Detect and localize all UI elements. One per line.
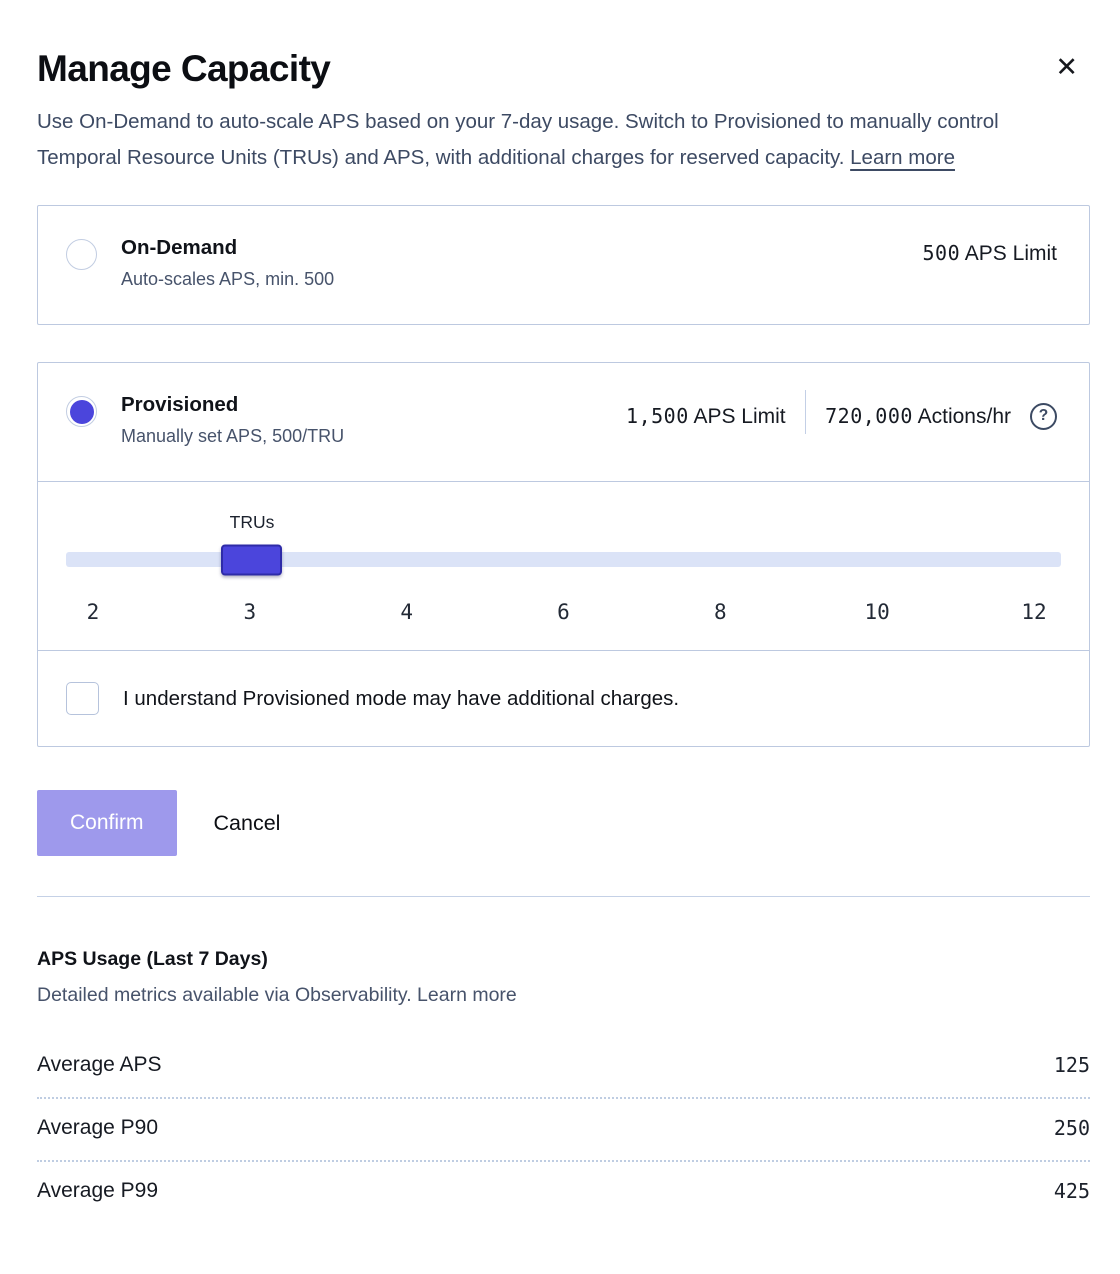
provisioned-radio[interactable] [66,396,97,427]
usage-learn-more-link[interactable]: Learn more [417,984,517,1006]
dialog-actions: Confirm Cancel [37,790,1090,856]
on-demand-aps-unit: APS Limit [964,242,1057,265]
acknowledge-checkbox[interactable] [66,682,99,715]
usage-row-value: 125 [1053,1053,1090,1077]
usage-row-value: 250 [1053,1116,1090,1140]
provisioned-aps-value: 1,500 [626,403,689,428]
dialog-description: Use On-Demand to auto-scale APS based on… [37,104,1085,176]
dialog-header: Manage Capacity ✕ [37,48,1090,90]
provisioned-option-row: Provisioned Manually set APS, 500/TRU 1,… [38,363,1089,481]
provisioned-sublabel: Manually set APS, 500/TRU [121,426,345,446]
tick-label: 3 [243,600,257,624]
provisioned-aps-unit: APS Limit [693,404,786,428]
table-row: Average P90 250 [37,1097,1090,1160]
tick-label: 6 [557,600,570,624]
acknowledge-label: I understand Provisioned mode may have a… [123,686,680,710]
help-icon[interactable]: ? [1030,402,1057,430]
slider-thumb[interactable] [221,544,282,575]
close-icon[interactable]: ✕ [1043,48,1090,85]
provisioned-actions-rate: 720,000 Actions/hr [825,404,1011,429]
on-demand-option-row: On-Demand Auto-scales APS, min. 500 500 … [38,206,1089,324]
section-divider [37,896,1090,897]
usage-heading: APS Usage (Last 7 Days) [37,948,268,970]
provisioned-card: Provisioned Manually set APS, 500/TRU 1,… [37,362,1090,747]
tick-label: 2 [86,600,100,624]
usage-row-value: 425 [1053,1179,1090,1203]
vertical-divider [804,390,807,434]
usage-row-label: Average P90 [37,1116,159,1139]
on-demand-radio[interactable] [66,239,97,270]
learn-more-link[interactable]: Learn more [850,146,955,169]
tick-label: 4 [400,600,413,624]
provisioned-aps-limit: 1,500 APS Limit [626,404,786,429]
provisioned-actions-unit: Actions/hr [917,404,1011,428]
confirm-button[interactable]: Confirm [37,790,177,856]
tick-label: 10 [864,600,890,624]
slider-track[interactable] [66,544,1061,575]
manage-capacity-dialog: Manage Capacity ✕ Use On-Demand to auto-… [37,48,1090,1223]
slider-tick-labels: 2 3 4 6 8 10 12 [66,600,1061,624]
provisioned-text: Provisioned Manually set APS, 500/TRU [121,393,344,447]
provisioned-metrics: 1,500 APS Limit 720,000 Actions/hr ? [626,390,1057,434]
on-demand-card[interactable]: On-Demand Auto-scales APS, min. 500 500 … [37,205,1090,325]
on-demand-sublabel: Auto-scales APS, min. 500 [121,269,335,289]
table-row: Average APS 125 [37,1036,1090,1097]
usage-row-label: Average P99 [37,1179,159,1202]
provisioned-label: Provisioned [121,393,239,416]
provisioned-actions-value: 720,000 [825,403,913,428]
description-text: Use On-Demand to auto-scale APS based on… [37,110,999,169]
tick-label: 8 [713,600,727,624]
page-title: Manage Capacity [37,48,331,89]
radio-dot [69,399,94,424]
usage-subheading: Detailed metrics available via Observabi… [37,984,1090,1007]
usage-table: Average APS 125 Average P90 250 Average … [37,1036,1090,1223]
tru-slider: TRUs [66,512,1061,576]
on-demand-aps-limit: 500 APS Limit [922,236,1057,266]
cancel-button[interactable]: Cancel [213,810,281,835]
table-row: Average P99 425 [37,1160,1090,1223]
usage-subheading-text: Detailed metrics available via Observabi… [37,984,418,1006]
usage-row-label: Average APS [37,1053,162,1076]
tru-slider-section: TRUs 2 3 4 6 8 10 12 [38,481,1089,650]
acknowledgement-section: I understand Provisioned mode may have a… [38,650,1089,746]
slider-label: TRUs [229,512,275,532]
tick-label: 12 [1021,600,1047,624]
on-demand-label: On-Demand [121,236,238,259]
on-demand-text: On-Demand Auto-scales APS, min. 500 [121,236,334,290]
on-demand-aps-value: 500 [922,241,961,265]
